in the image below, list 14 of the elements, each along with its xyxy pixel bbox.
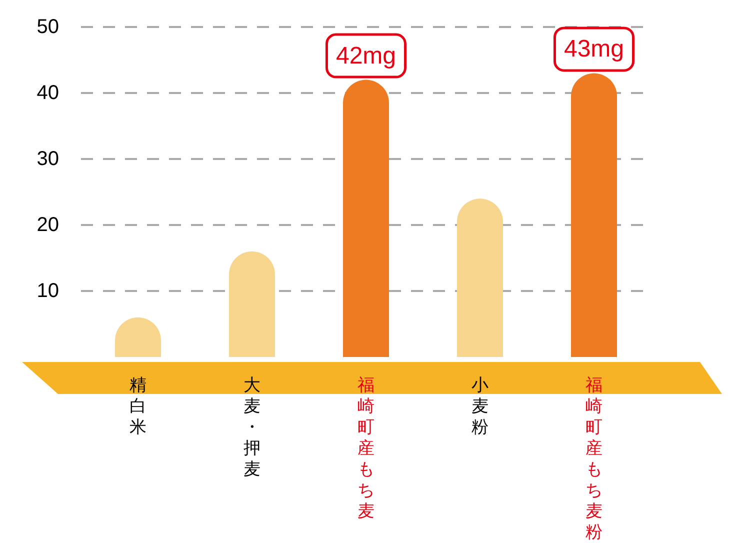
data-label: 43mg — [564, 36, 624, 63]
bar — [457, 198, 503, 357]
x-tick-label: 福崎町産もち麦粉 — [586, 376, 602, 542]
y-tick-label: 40 — [36, 82, 59, 104]
y-tick-label: 20 — [36, 214, 59, 236]
y-tick-label: 50 — [36, 16, 59, 38]
x-tick-label: 小麦粉 — [472, 376, 488, 438]
x-tick-label: 大麦・押麦 — [244, 376, 260, 480]
y-tick-label: 30 — [36, 148, 59, 170]
x-tick-label: 福崎町産もち麦 — [358, 376, 374, 522]
data-label: 42mg — [336, 42, 396, 70]
y-tick-label: 10 — [36, 280, 59, 302]
x-tick-label: 精白米 — [130, 376, 146, 438]
bar — [229, 251, 275, 357]
